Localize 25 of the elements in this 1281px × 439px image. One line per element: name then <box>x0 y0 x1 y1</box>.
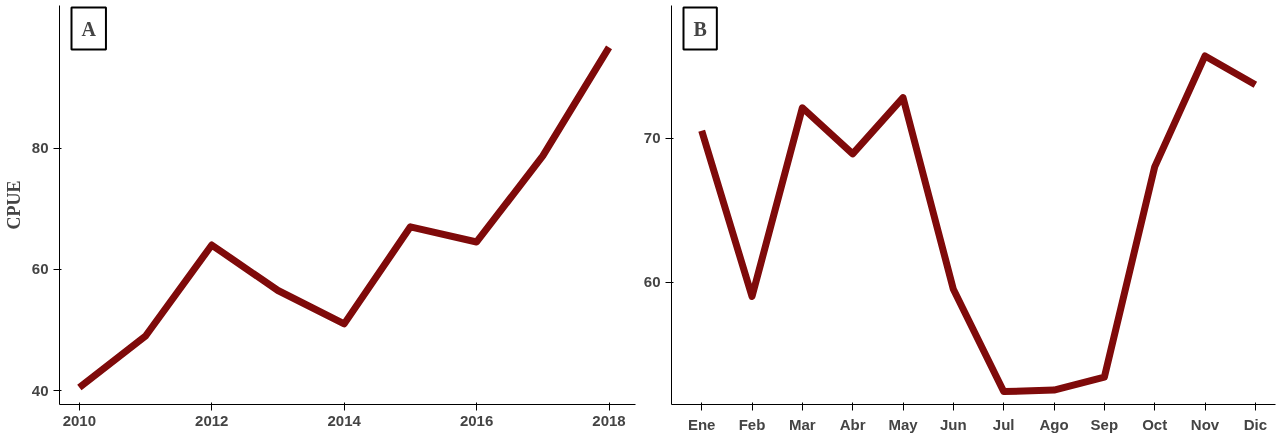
x-tick-label: 2018 <box>592 411 626 429</box>
y-tick-label: 60 <box>643 273 661 291</box>
x-tick-label: Oct <box>1142 415 1168 433</box>
x-tick-label: Jun <box>940 415 967 433</box>
x-tick-label: 2010 <box>62 411 97 429</box>
y-tick-label: 80 <box>31 139 49 156</box>
annotation: A <box>81 17 97 40</box>
x-tick-label: 2014 <box>327 411 362 429</box>
y-tick-label: 70 <box>643 129 661 147</box>
y-tick-label: 60 <box>31 260 49 278</box>
x-tick-label: May <box>888 415 919 433</box>
y-axis-title: CPUE <box>3 180 24 230</box>
x-tick-label: 2016 <box>459 411 494 429</box>
x-tick-label: Sep <box>1090 415 1119 433</box>
x-tick-label: 2012 <box>195 411 229 429</box>
x-tick-label: Abr <box>839 415 866 433</box>
x-tick-label: Mar <box>789 415 816 433</box>
annotation: B <box>693 17 707 40</box>
x-tick-label: Feb <box>738 415 766 433</box>
y-tick-label: 40 <box>31 381 49 399</box>
x-tick-label: Jul <box>992 415 1015 433</box>
x-tick-label: Nov <box>1190 415 1220 433</box>
x-tick-label: Dic <box>1243 415 1268 433</box>
x-tick-label: Ago <box>1039 415 1069 433</box>
x-tick-label: Ene <box>687 415 716 433</box>
